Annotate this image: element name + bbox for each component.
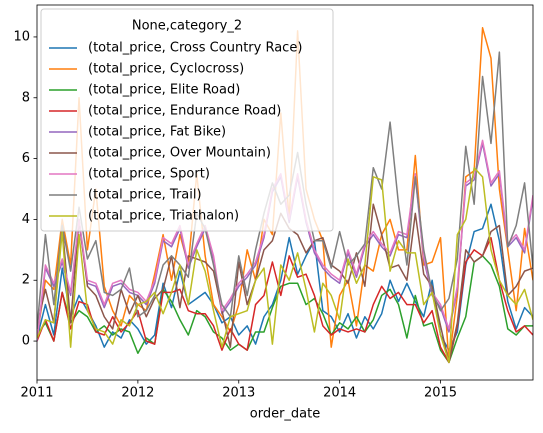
y-tick-label: 0 bbox=[22, 334, 30, 349]
legend-label: (total_price, Triathalon) bbox=[88, 209, 239, 224]
legend-label: (total_price, Fat Bike) bbox=[88, 125, 226, 140]
legend: None,category_2 (total_price, Cross Coun… bbox=[40, 8, 334, 232]
y-tick-label: 10 bbox=[13, 29, 30, 44]
series-line bbox=[37, 166, 533, 364]
legend-label: (total_price, Sport) bbox=[88, 167, 210, 182]
y-tick-label: 6 bbox=[22, 151, 30, 166]
y-tick-label: 2 bbox=[22, 273, 30, 288]
x-axis-label: order_date bbox=[250, 407, 320, 422]
legend-label: (total_price, Over Mountain) bbox=[88, 146, 271, 161]
x-tick-label: 2015 bbox=[424, 386, 457, 401]
legend-title: None,category_2 bbox=[132, 19, 242, 34]
axes-frame bbox=[36, 4, 534, 381]
legend-label: (total_price, Elite Road) bbox=[88, 83, 240, 98]
legend-label: (total_price, Trail) bbox=[88, 188, 202, 203]
legend-label: (total_price, Endurance Road) bbox=[88, 104, 281, 119]
x-tick-label: 2012 bbox=[121, 386, 154, 401]
x-tick-label: 2011 bbox=[20, 386, 53, 401]
legend-box bbox=[40, 8, 334, 232]
y-tick-label: 8 bbox=[22, 90, 30, 105]
legend-label: (total_price, Cross Country Race) bbox=[88, 41, 302, 56]
x-tick-label: 2014 bbox=[323, 386, 356, 401]
legend-label: (total_price, Cyclocross) bbox=[88, 62, 244, 77]
y-tick-label: 4 bbox=[22, 212, 30, 227]
x-tick-label: 2013 bbox=[222, 386, 255, 401]
